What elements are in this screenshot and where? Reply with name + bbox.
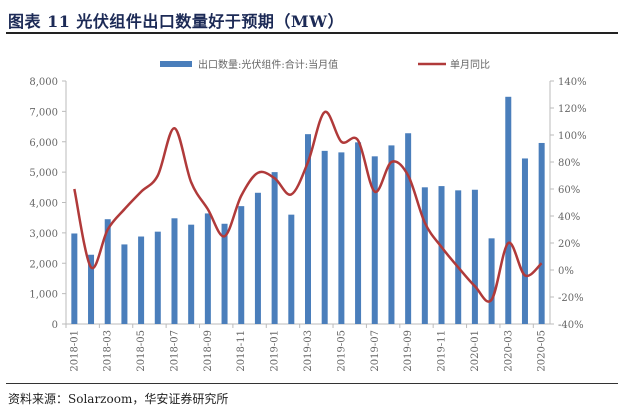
x-tick-label: 2019-07 — [370, 330, 381, 372]
bar-2018-07 — [171, 218, 178, 324]
right-tick-label: 140% — [558, 77, 587, 88]
legend-bar-label: 出口数量:光伏组件:合计:当月值 — [198, 58, 338, 71]
right-tick-label: 40% — [558, 212, 580, 223]
bar-2019-11 — [438, 186, 445, 324]
right-tick-label: 80% — [558, 158, 580, 169]
x-tick-label: 2019-03 — [303, 330, 314, 372]
bar-2020-01 — [471, 189, 478, 324]
x-tick-label: 2018-09 — [203, 330, 214, 372]
right-tick-label: 120% — [558, 104, 587, 115]
x-tick-label: 2020-05 — [537, 330, 548, 372]
right-tick-label: 20% — [558, 239, 580, 250]
bar-2019-01 — [271, 172, 278, 324]
bar-2018-09 — [204, 213, 211, 324]
x-tick-label: 2020-01 — [470, 330, 481, 372]
bar-2018-03 — [104, 219, 111, 324]
legend: 出口数量:光伏组件:合计:当月值 单月同比 — [160, 58, 490, 71]
bar-2018-04 — [121, 244, 128, 324]
bar-2020-02 — [488, 238, 495, 324]
x-tick-label: 2018-03 — [103, 330, 114, 372]
x-tick-label: 2019-01 — [270, 330, 281, 372]
bar-2019-10 — [421, 187, 428, 324]
right-tick-label: -40% — [558, 320, 584, 331]
right-tick-label: 0% — [558, 266, 574, 277]
legend-bar-swatch — [160, 61, 192, 67]
bar-2018-10 — [221, 223, 228, 324]
right-tick-label: -20% — [558, 293, 584, 304]
bar-2019-03 — [305, 134, 311, 324]
x-tick-label: 2019-09 — [403, 330, 414, 372]
left-tick-label: 5,000 — [29, 168, 58, 179]
bar-2019-05 — [338, 152, 345, 324]
x-tick-label: 2018-01 — [69, 330, 80, 372]
bar-2019-07 — [371, 156, 378, 324]
bar-2019-02 — [288, 214, 295, 324]
bar-2018-01 — [71, 233, 78, 324]
bar-2019-09 — [405, 133, 412, 324]
bar-2020-04 — [521, 158, 528, 324]
left-tick-label: 0 — [52, 320, 58, 331]
bar-2020-05 — [538, 142, 545, 324]
x-tick-label: 2019-05 — [336, 330, 347, 372]
bar-2018-05 — [138, 236, 145, 324]
right-tick-label: 60% — [558, 185, 580, 196]
bar-2018-06 — [154, 231, 161, 324]
left-tick-label: 3,000 — [29, 229, 58, 240]
left-tick-label: 2,000 — [29, 259, 58, 270]
legend-line-label: 单月同比 — [450, 59, 490, 71]
left-tick-label: 4,000 — [29, 199, 58, 210]
left-tick-label: 8,000 — [29, 77, 58, 88]
left-tick-label: 1,000 — [29, 290, 58, 301]
x-tick-label: 2018-07 — [169, 330, 180, 372]
bar-2019-12 — [455, 190, 462, 324]
bar-2018-02 — [88, 254, 95, 324]
x-tick-label: 2019-11 — [437, 330, 448, 372]
bar-2018-11 — [238, 206, 245, 324]
source-note: 资料来源：Solarzoom，华安证券研究所 — [8, 392, 229, 406]
right-tick-label: 100% — [558, 131, 587, 142]
bar-2019-08 — [388, 145, 395, 324]
x-tick-label: 2018-05 — [136, 330, 147, 372]
bar-2019-04 — [321, 150, 328, 324]
x-tick-label: 2020-03 — [503, 330, 514, 372]
left-tick-label: 7,000 — [29, 107, 58, 118]
x-tick-label: 2018-11 — [236, 330, 247, 372]
bar-2018-12 — [254, 192, 261, 324]
left-tick-label: 6,000 — [29, 138, 58, 149]
bar-2018-08 — [188, 224, 195, 324]
title-divider — [6, 32, 618, 34]
chart: 0 1,000 2,000 3,000 4,000 5,000 6,000 7,000 8,00… — [29, 58, 587, 372]
figure-title: 图表 11 光伏组件出口数量好于预期（MW） — [8, 12, 345, 31]
bar-2019-06 — [355, 142, 362, 324]
source-divider — [6, 383, 618, 384]
bar-2020-03 — [505, 96, 512, 324]
